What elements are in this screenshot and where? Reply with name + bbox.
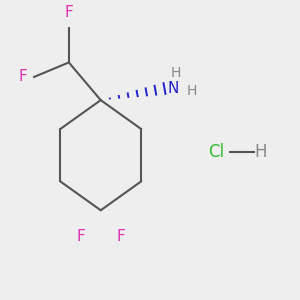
Text: F: F [76, 229, 85, 244]
Text: F: F [64, 5, 73, 20]
Text: H: H [254, 143, 266, 161]
Text: Cl: Cl [208, 143, 225, 161]
Text: F: F [117, 229, 125, 244]
Text: H: H [171, 66, 181, 80]
Text: H: H [187, 84, 197, 98]
Text: N: N [167, 81, 179, 96]
Text: F: F [18, 69, 27, 84]
